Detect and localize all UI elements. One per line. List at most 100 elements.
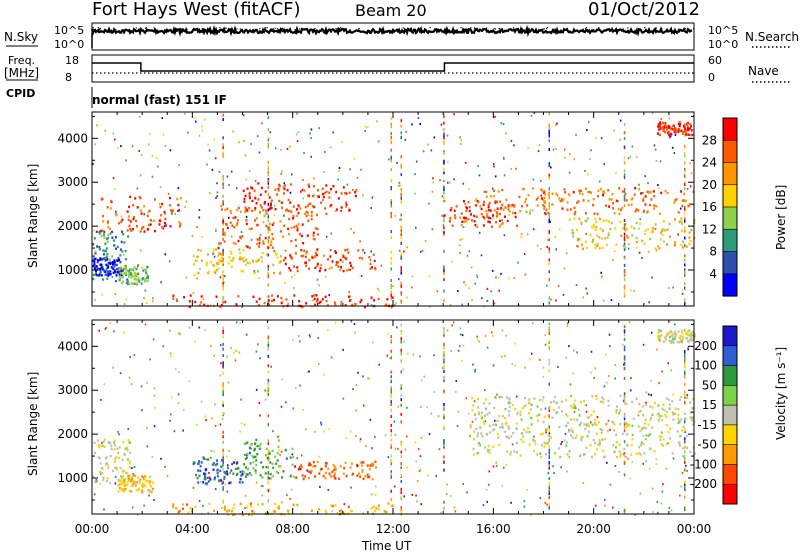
echo-cell xyxy=(115,466,118,469)
echo-cell xyxy=(254,219,256,222)
scatter-cell xyxy=(491,187,494,190)
echo-cell xyxy=(471,409,474,412)
echo-cell xyxy=(605,219,608,222)
echo-cell xyxy=(103,230,106,233)
echo-cell xyxy=(99,462,102,465)
echo-cell xyxy=(107,262,110,265)
scatter-cell xyxy=(177,402,180,405)
echo-cell xyxy=(230,259,233,262)
echo-cell xyxy=(143,205,146,208)
echo-cell xyxy=(116,259,119,262)
nsearch-dot xyxy=(685,27,687,30)
streak-cell xyxy=(400,323,402,327)
nsearch-dot xyxy=(270,28,272,30)
scatter-cell xyxy=(674,134,677,136)
echo-cell xyxy=(306,250,308,254)
echo-cell xyxy=(666,228,669,231)
echo-cell xyxy=(109,441,112,445)
scatter-cell xyxy=(523,500,526,503)
echo-cell xyxy=(522,435,525,438)
echo-cell xyxy=(226,473,229,476)
echo-cell xyxy=(246,505,248,509)
scatter-cell xyxy=(152,300,154,303)
echo-cell xyxy=(341,260,344,263)
scatter-cell xyxy=(290,488,293,491)
scatter-cell xyxy=(343,503,346,506)
scatter-cell xyxy=(296,140,299,143)
streak-cell xyxy=(548,176,550,180)
scatter-cell xyxy=(673,152,676,154)
echo-cell xyxy=(114,270,117,273)
echo-cell xyxy=(477,398,480,401)
velocity-colorbar-cell xyxy=(723,385,737,406)
echo-cell xyxy=(521,407,524,410)
echo-cell xyxy=(123,241,126,244)
scatter-cell xyxy=(143,297,145,300)
echo-cell xyxy=(342,269,345,273)
nsearch-dot xyxy=(357,28,360,30)
echo-cell xyxy=(613,212,616,215)
echo-cell xyxy=(102,440,105,443)
echo-cell xyxy=(106,264,109,267)
echo-cell xyxy=(669,127,672,130)
scatter-cell xyxy=(687,334,690,337)
scatter-cell xyxy=(325,275,327,278)
echo-cell xyxy=(606,430,609,433)
scatter-cell xyxy=(94,299,96,302)
freq-label: Freq. xyxy=(8,54,36,67)
echo-cell xyxy=(602,193,605,196)
scatter-cell xyxy=(397,184,400,187)
echo-cell xyxy=(342,186,345,189)
streak-cell xyxy=(400,256,402,260)
echo-cell xyxy=(241,513,244,516)
scatter-cell xyxy=(282,300,284,302)
scatter-cell xyxy=(177,393,180,396)
echo-cell xyxy=(335,190,338,194)
echo-cell xyxy=(614,227,617,230)
echo-cell xyxy=(228,481,231,485)
scatter-cell xyxy=(313,177,315,180)
echo-cell xyxy=(658,329,661,332)
echo-cell xyxy=(236,222,239,225)
echo-cell xyxy=(323,191,326,195)
echo-cell xyxy=(117,490,120,493)
echo-cell xyxy=(485,210,488,213)
scatter-cell xyxy=(411,286,413,289)
echo-cell xyxy=(313,297,316,301)
echo-cell xyxy=(645,434,648,437)
echo-cell xyxy=(680,190,683,193)
streak-cell xyxy=(548,460,550,464)
echo-cell xyxy=(611,420,614,424)
echo-cell xyxy=(207,458,210,461)
scatter-cell xyxy=(513,144,515,147)
streak-cell xyxy=(623,273,626,277)
scatter-cell xyxy=(654,148,657,151)
echo-cell xyxy=(518,195,521,199)
scatter-cell xyxy=(174,368,177,371)
streak-cell xyxy=(623,452,626,455)
echo-cell xyxy=(582,453,585,456)
echo-cell xyxy=(685,245,688,248)
freq-tick-bottom: 8 xyxy=(65,71,72,84)
echo-cell xyxy=(240,474,243,477)
scatter-cell xyxy=(378,363,380,366)
streak-cell xyxy=(623,348,626,352)
scatter-cell xyxy=(255,350,258,353)
echo-cell xyxy=(319,300,322,303)
echo-cell xyxy=(239,256,242,259)
scatter-cell xyxy=(538,144,541,147)
echo-cell xyxy=(346,248,349,251)
scatter-cell xyxy=(485,488,488,491)
echo-cell xyxy=(220,204,223,208)
streak-cell xyxy=(267,185,270,189)
scatter-cell xyxy=(109,322,111,324)
echo-cell xyxy=(223,240,226,243)
scatter-cell xyxy=(245,215,248,218)
streak-cell xyxy=(623,236,626,240)
echo-cell xyxy=(265,212,268,215)
scatter-cell xyxy=(544,343,547,346)
echo-cell xyxy=(289,183,292,186)
echo-cell xyxy=(298,232,301,236)
echo-cell xyxy=(601,401,604,404)
echo-cell xyxy=(681,340,684,344)
